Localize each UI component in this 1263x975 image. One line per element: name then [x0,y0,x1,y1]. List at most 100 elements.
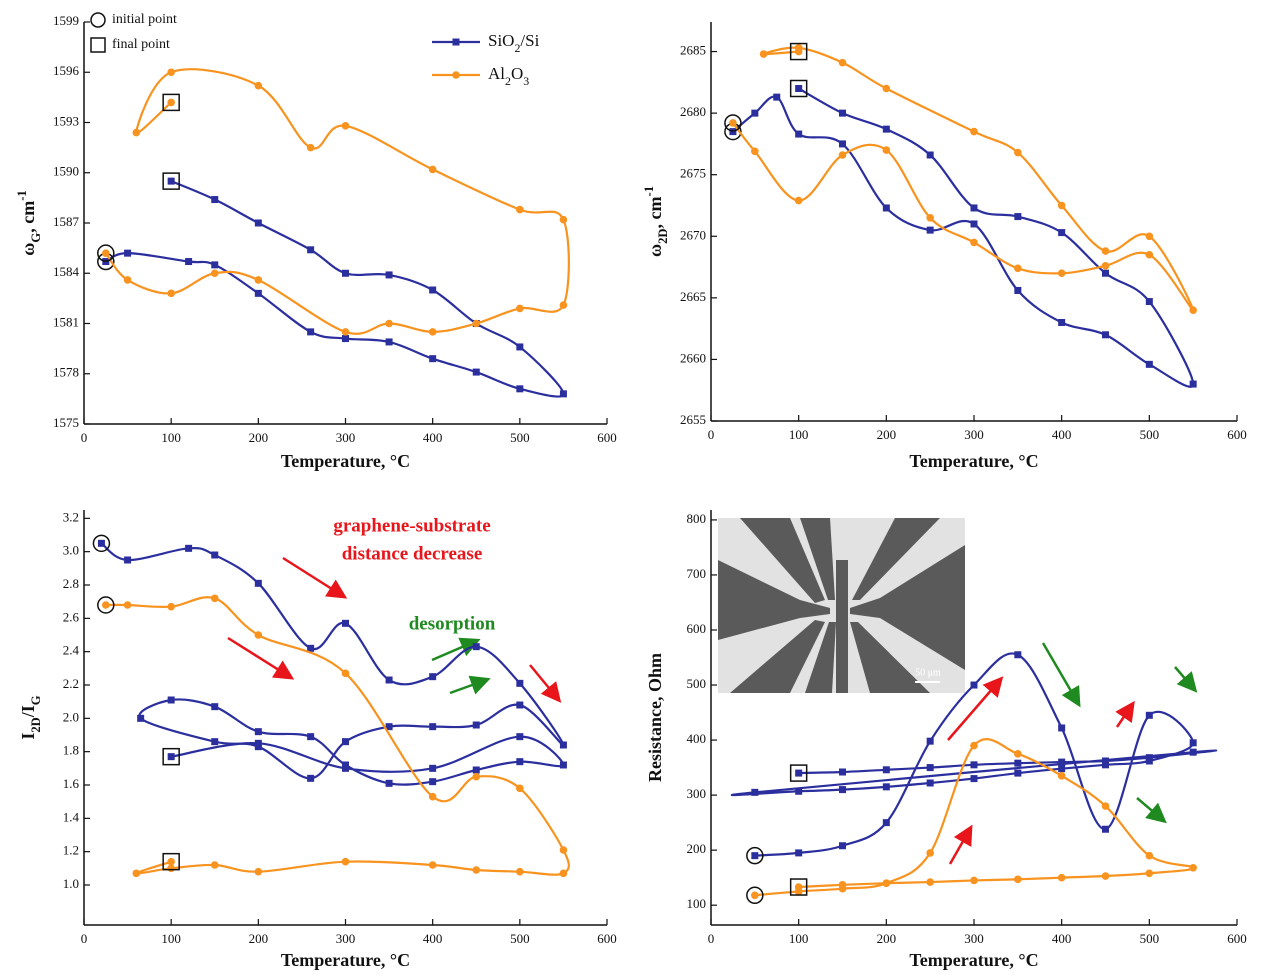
data-point [751,789,758,796]
data-point [255,82,263,90]
legend-label: SiO2/Si [488,31,540,55]
data-point [795,770,802,777]
data-point [342,765,349,772]
data-point [926,878,934,886]
y-tick-label: 1581 [53,314,79,329]
data-point [385,320,393,328]
data-point [255,868,263,876]
y-tick-label: 1575 [53,415,79,430]
data-point [516,343,523,350]
label-part: /Si [520,31,539,50]
legend-label: Al2O3 [488,64,529,88]
data-point [472,866,480,874]
data-point [98,540,105,547]
x-tick-label: 200 [249,430,269,445]
data-point [473,722,480,729]
data-point [971,682,978,689]
y-tick-label: 1.6 [63,776,80,791]
data-point [1102,262,1110,270]
label-part: -1 [15,190,29,201]
x-tick-label: 0 [708,427,715,442]
annotation: distance decrease [342,543,483,564]
data-point [751,852,758,859]
y-tick-label: 400 [687,731,707,746]
series-line [106,69,569,334]
data-point [760,50,768,58]
data-point [124,276,132,284]
y-tick-label: 1596 [53,63,80,78]
y-tick-label: 1.4 [63,809,80,824]
label-part: 3 [523,74,529,88]
x-tick-label: 0 [708,931,715,946]
x-tick-label: 600 [1227,427,1247,442]
x-tick-label: 500 [510,931,530,946]
y-tick-label: 2.6 [63,609,80,624]
data-point [1014,287,1021,294]
data-point [429,793,437,801]
series-line [106,181,564,396]
y-axis-label: ω2D, cm-1 [642,186,670,257]
y-tick-label: 3.2 [63,509,79,524]
data-point [926,849,934,857]
data-point [1102,270,1109,277]
data-point [1190,739,1197,746]
data-point [386,677,393,684]
data-point [473,643,480,650]
data-point [167,858,175,866]
data-point [472,320,480,328]
data-point [883,766,890,773]
data-point [307,246,314,253]
data-point [473,369,480,376]
data-point [516,305,524,313]
data-point [255,276,263,284]
data-point [211,196,218,203]
data-point [795,48,803,56]
data-point [1014,770,1021,777]
data-point [1058,759,1065,766]
data-point [133,870,141,878]
data-point [307,328,314,335]
data-point [1146,869,1154,877]
y-tick-label: 300 [687,786,707,801]
x-tick-label: 400 [423,931,443,946]
data-point [1058,874,1066,882]
data-point [560,846,568,854]
data-point [429,355,436,362]
label-part: , cm [18,201,38,233]
legend-symbol [91,38,105,52]
data-point [883,819,890,826]
data-point [307,144,315,152]
data-point [342,335,349,342]
data-point [211,703,218,710]
data-point [1190,749,1197,756]
y-tick-label: 2670 [680,227,706,242]
data-point [167,290,175,298]
y-tick-label: 1593 [53,113,79,128]
data-point [307,775,314,782]
data-point [167,603,175,611]
data-point [429,287,436,294]
data-point [167,68,175,76]
data-point [342,122,350,130]
y-tick-label: 2680 [680,104,706,119]
x-axis-label: Temperature, °C [909,950,1038,970]
data-point [386,338,393,345]
figure: 50 μm 0100200300400500600157515781581158… [0,0,1263,975]
data-point [795,197,803,205]
data-point [516,680,523,687]
label-part: Al [488,64,505,83]
label-part: G [29,233,43,243]
data-point [1146,361,1153,368]
x-tick-label: 500 [1140,931,1160,946]
x-tick-label: 0 [81,931,88,946]
data-point [1189,306,1197,314]
y-tick-label: 800 [687,511,707,526]
y-axis-label: ωG, cm-1 [15,190,43,255]
x-tick-label: 200 [249,931,269,946]
y-tick-label: 100 [687,896,707,911]
y-tick-label: 2675 [680,166,706,181]
data-point [926,214,934,222]
label-part: 2D [29,717,43,732]
data-point [133,129,141,137]
data-point [516,733,523,740]
